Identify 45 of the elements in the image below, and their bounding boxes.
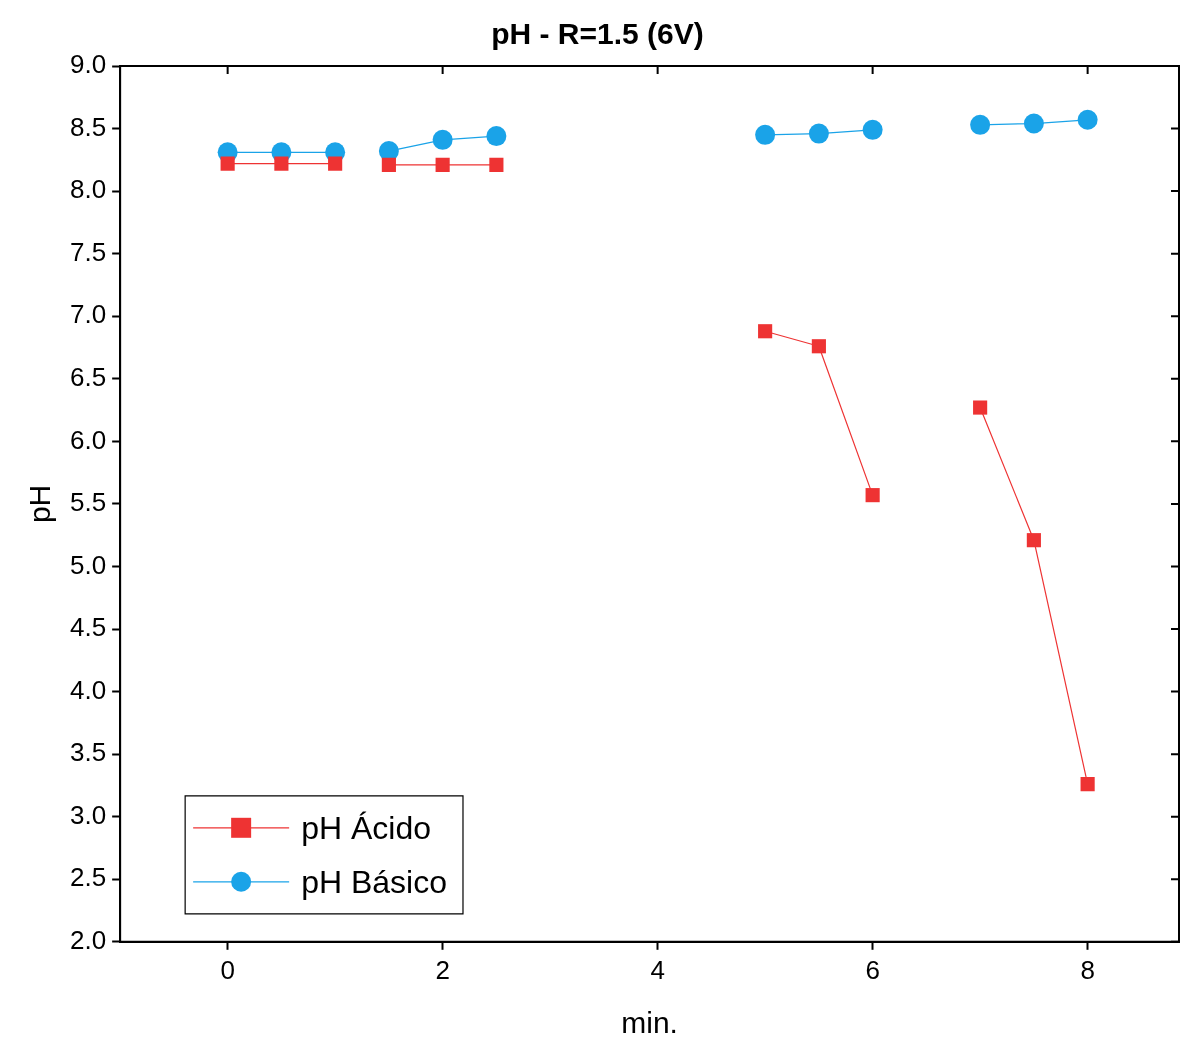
point [1026, 533, 1041, 548]
point [862, 119, 883, 140]
y-tick-label: 8.0 [69, 174, 107, 205]
point [220, 156, 235, 171]
point [328, 156, 343, 171]
y-tick-label: 2.5 [69, 862, 107, 893]
point [973, 400, 988, 415]
y-tick-label: 2.0 [69, 924, 107, 955]
x-tick-label: 2 [435, 954, 450, 985]
point [811, 339, 826, 354]
point [435, 157, 450, 172]
point [486, 126, 507, 147]
point [970, 114, 991, 135]
point [755, 124, 776, 145]
point [808, 123, 829, 144]
y-tick-label: 7.5 [69, 236, 107, 267]
point [865, 488, 880, 503]
x-tick-label: 0 [220, 954, 235, 985]
point [1023, 113, 1044, 134]
legend-label: pH Básico [301, 863, 447, 900]
y-tick-label: 4.0 [69, 674, 107, 705]
legend-label: pH Ácido [301, 809, 431, 846]
x-tick-label: 4 [650, 954, 665, 985]
y-tick-label: 6.0 [69, 424, 107, 455]
x-axis-title: min. [621, 1006, 678, 1040]
y-tick-label: 4.5 [69, 612, 107, 643]
x-tick-label: 8 [1080, 954, 1095, 985]
y-tick-label: 8.5 [69, 111, 107, 142]
y-tick-label: 3.0 [69, 799, 107, 830]
point [274, 156, 289, 171]
y-tick-label: 5.5 [69, 487, 107, 518]
y-tick-label: 7.0 [69, 299, 107, 330]
y-tick-label: 6.5 [69, 361, 107, 392]
point [1080, 777, 1095, 792]
x-tick-label: 6 [865, 954, 880, 985]
point [432, 129, 453, 150]
point [489, 157, 504, 172]
chart-title: pH - R=1.5 (6V) [491, 17, 704, 51]
y-tick-label: 5.0 [69, 549, 107, 580]
point [1077, 109, 1098, 130]
point [381, 157, 396, 172]
y-tick-label: 3.5 [69, 737, 107, 768]
y-tick-label: 9.0 [69, 49, 107, 80]
point [758, 324, 773, 339]
y-axis-title: pH [23, 484, 57, 524]
